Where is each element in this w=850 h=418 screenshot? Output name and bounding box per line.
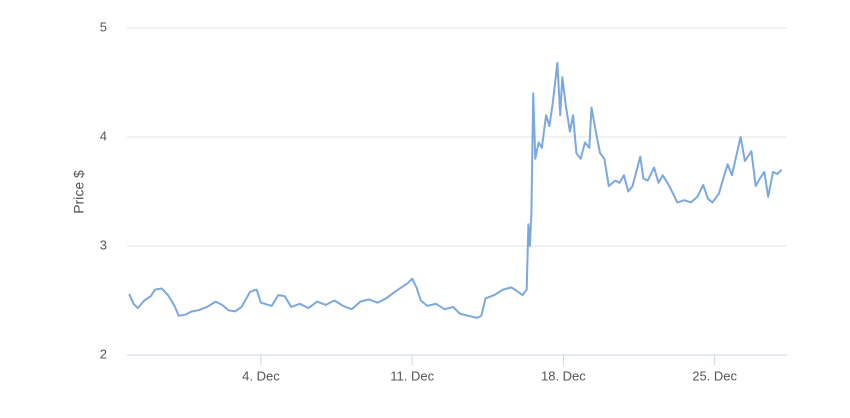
y-tick-label: 4 [100,128,107,143]
x-tick-label: 18. Dec [541,368,586,383]
price-line [128,61,783,319]
y-tick-label: 2 [100,346,107,361]
x-tick-label: 4. Dec [242,368,280,383]
y-tick-label: 3 [100,237,107,252]
y-tick-label: 5 [100,19,107,34]
y-axis-label: Price $ [71,170,87,214]
x-tick-label: 11. Dec [390,368,434,383]
x-tick-label: 25. Dec [692,368,737,383]
